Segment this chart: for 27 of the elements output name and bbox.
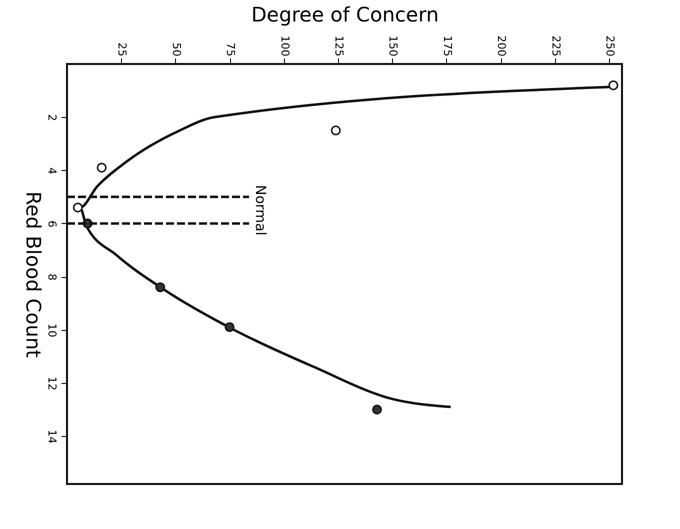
y-tick-label: 4: [46, 167, 58, 174]
point: [372, 404, 382, 414]
y-tick-label: 12: [46, 376, 58, 390]
x-tick-label: 50: [170, 42, 183, 56]
y-tick-label: 6: [46, 220, 58, 228]
point: [330, 126, 341, 136]
x-tick-label: 150: [386, 36, 400, 56]
annotation: Normal: [252, 184, 268, 236]
x-tick-label: 200: [495, 36, 508, 56]
x-tick-label: 75: [224, 42, 238, 56]
x-tick-label: 100: [278, 36, 292, 56]
point: [72, 202, 83, 212]
y-tick-label: 14: [46, 430, 58, 444]
point: [96, 162, 107, 173]
y-tick-label: 2: [46, 114, 58, 122]
point: [155, 282, 166, 292]
x-tick-label: 175: [440, 36, 454, 56]
y-axis-title: Red Blood Count: [22, 191, 46, 358]
x-tick-label: 25: [116, 42, 129, 56]
point: [224, 322, 235, 332]
point: [608, 80, 618, 90]
x-tick-label: 225: [549, 36, 562, 56]
y-tick-label: 10: [46, 323, 58, 338]
x-axis-title: Degree of Concern: [251, 2, 439, 27]
x-tick-label: 125: [332, 36, 346, 56]
y-tick-label: 8: [46, 274, 58, 281]
x-tick-label: 250: [603, 36, 616, 56]
